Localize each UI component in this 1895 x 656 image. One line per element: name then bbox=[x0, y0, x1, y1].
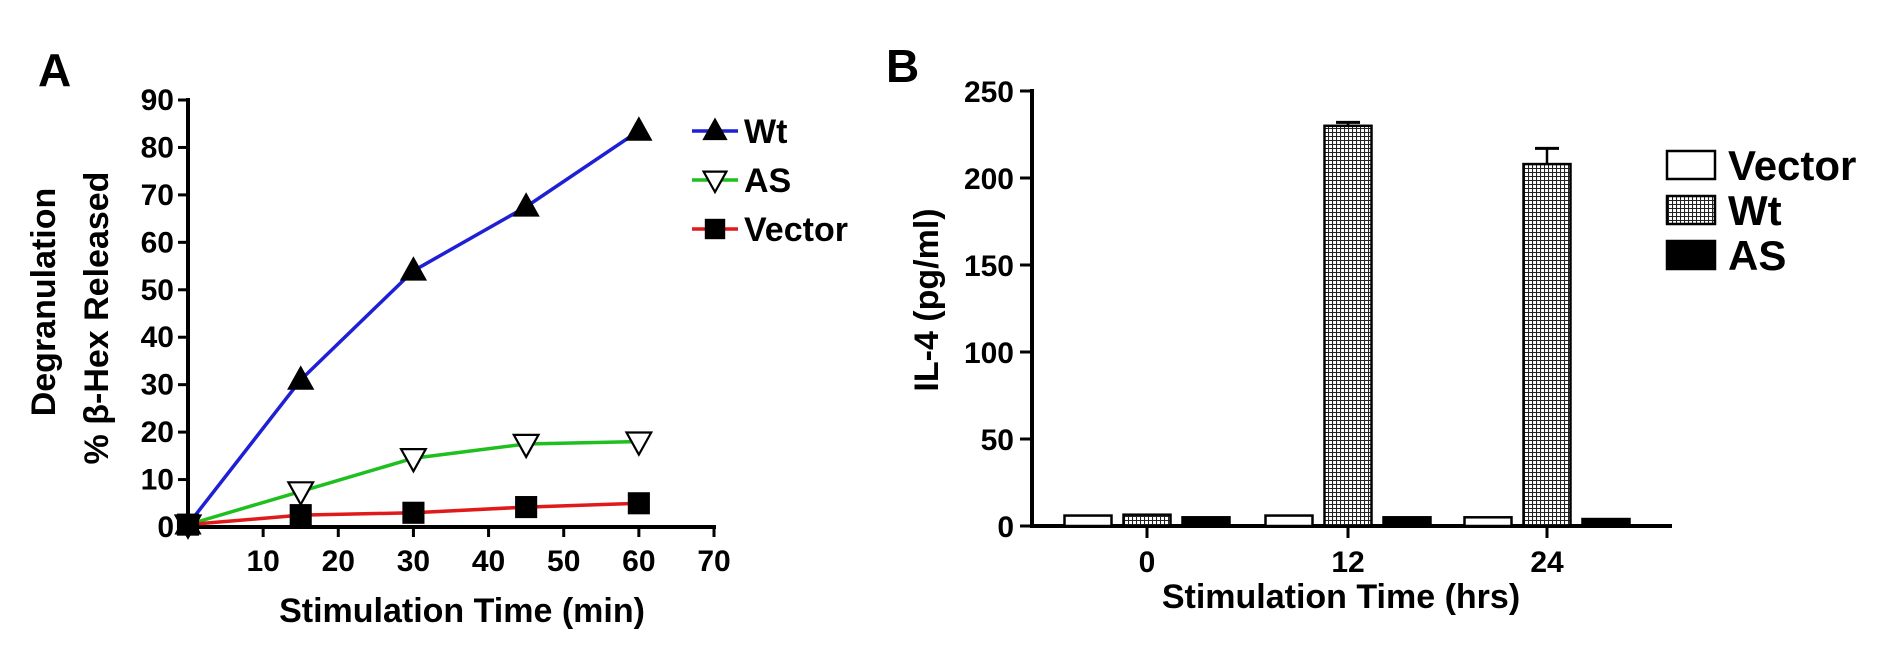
panel-a-y-tick-label: 40 bbox=[141, 321, 174, 354]
panel-a-x-tick-label: 10 bbox=[246, 545, 279, 578]
legend-label-as: AS bbox=[744, 162, 791, 200]
legend-label-vector: Vector bbox=[1728, 142, 1856, 189]
panel-a-y-tick-label: 80 bbox=[141, 131, 174, 164]
bar-vector-24 bbox=[1463, 516, 1513, 528]
bar-wt-12 bbox=[1323, 124, 1373, 528]
panel-a-y-tick-label: 10 bbox=[141, 464, 174, 497]
data-point-wt bbox=[399, 256, 428, 281]
panel-a-letter: A bbox=[38, 44, 71, 96]
data-point-wt bbox=[625, 116, 653, 141]
panel-b-x-tick-label: 12 bbox=[1331, 546, 1364, 579]
panel-a-y-tick-label: 70 bbox=[141, 179, 174, 212]
legend-label-as: AS bbox=[1728, 232, 1786, 279]
panel-a-legend: Wt AS Vector bbox=[692, 113, 848, 249]
data-point-wt bbox=[287, 365, 315, 390]
panel-a-y-axis-title-line1: Degranulation bbox=[25, 188, 63, 417]
legend-marker-wt bbox=[702, 117, 728, 141]
legend-label-wt: Wt bbox=[1728, 187, 1782, 234]
legend-label-wt: Wt bbox=[744, 113, 787, 151]
panel-b-y-tick-label: 150 bbox=[964, 250, 1014, 283]
panel-a-x-tick-label: 30 bbox=[397, 545, 430, 578]
legend-label-vector: Vector bbox=[744, 211, 848, 249]
panel-b-bars bbox=[1063, 120, 1631, 528]
panel-a-x-tick-label: 50 bbox=[547, 545, 580, 578]
data-point-as bbox=[624, 431, 654, 457]
bar-vector-12 bbox=[1264, 514, 1314, 528]
panel-b-y-axis-title: IL-4 (pg/ml) bbox=[908, 208, 946, 391]
panel-b-y-tick-label: 250 bbox=[964, 76, 1014, 109]
panel-a-x-tick-label: 40 bbox=[472, 545, 505, 578]
bar-as-24 bbox=[1581, 517, 1631, 528]
panel-b-x-axis-title: Stimulation Time (hrs) bbox=[1162, 578, 1520, 616]
panel-a-y-tick-label: 60 bbox=[141, 226, 174, 259]
panel-a-x-tick-label: 60 bbox=[622, 545, 655, 578]
panel-a-y-tick-label: 90 bbox=[141, 84, 174, 117]
panel-b-letter: B bbox=[886, 40, 919, 92]
panel-a-y-axis-title-line2: % β-Hex Released bbox=[78, 172, 116, 465]
bar-wt-0 bbox=[1122, 513, 1172, 528]
legend-swatch-wt bbox=[1665, 194, 1717, 226]
panel-a-x-tick-label: 70 bbox=[697, 545, 730, 578]
panel-a-axes: 0 10 20 30 40 50 60 70 80 90 10 20 30 40 50 60 70 bbox=[141, 84, 731, 578]
panel-a-x-axis-title: Stimulation Time (min) bbox=[279, 592, 645, 630]
bar-vector-0 bbox=[1063, 514, 1113, 528]
panel-a-series-markers bbox=[173, 116, 654, 540]
data-point-wt bbox=[512, 192, 540, 217]
data-point-vector bbox=[289, 504, 312, 527]
panel-a-y-tick-label: 0 bbox=[157, 511, 174, 544]
panel-b-bar-chart: B 0 50 100 150 200 250 0 12 24 Stimulation Time … bbox=[886, 40, 1856, 616]
panel-a-y-tick-label: 30 bbox=[141, 369, 174, 402]
panel-a-y-tick-label: 20 bbox=[141, 416, 174, 449]
panel-b-y-tick-label: 100 bbox=[964, 337, 1014, 370]
panel-b-y-tick-label: 200 bbox=[964, 163, 1014, 196]
data-point-as bbox=[286, 481, 315, 507]
panel-b-x-tick-label: 24 bbox=[1530, 546, 1564, 579]
data-point-vector bbox=[176, 513, 200, 536]
panel-b-y-tick-label: 0 bbox=[997, 511, 1014, 544]
data-point-vector bbox=[515, 496, 538, 519]
data-point-vector bbox=[402, 501, 425, 524]
legend-marker-vector bbox=[704, 218, 726, 240]
panel-a-y-tick-label: 50 bbox=[141, 274, 174, 307]
bar-as-12 bbox=[1382, 516, 1432, 528]
bar-wt-24 bbox=[1522, 162, 1572, 528]
panel-a-line-chart: A 0 10 20 30 40 50 60 70 80 90 10 20 30 40 50 60 70 Stim… bbox=[25, 44, 848, 630]
data-point-as bbox=[511, 433, 541, 460]
panel-a-x-tick-label: 20 bbox=[322, 545, 355, 578]
legend-marker-as bbox=[701, 170, 729, 195]
legend-swatch-as bbox=[1665, 239, 1717, 271]
data-point-as bbox=[399, 448, 428, 474]
panel-b-y-tick-label: 50 bbox=[981, 424, 1014, 457]
legend-swatch-vector bbox=[1665, 149, 1717, 181]
bar-as-0 bbox=[1181, 516, 1231, 528]
panel-b-x-tick-label: 0 bbox=[1139, 546, 1156, 579]
data-point-vector bbox=[627, 492, 650, 515]
